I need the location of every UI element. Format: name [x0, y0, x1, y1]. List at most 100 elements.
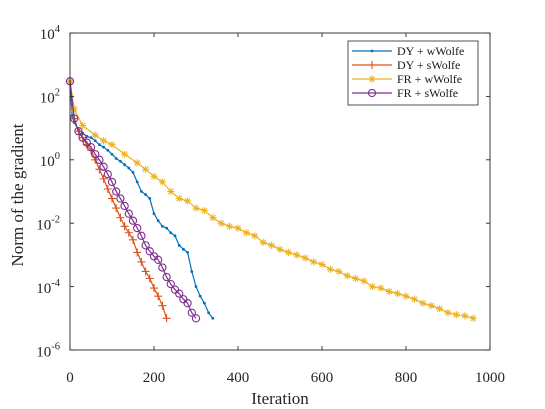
data-point [99, 174, 108, 183]
y-tick-labels: 104 102 100 10-2 10-4 10-6 [36, 24, 61, 361]
data-point [112, 187, 121, 196]
data-point [145, 247, 154, 256]
data-point [436, 305, 444, 313]
data-point [116, 194, 125, 203]
data-point [114, 157, 118, 160]
data-point [166, 279, 175, 289]
data-point [175, 194, 183, 203]
x-tick-labels: 0 200 400 600 800 1000 [66, 370, 505, 386]
data-point [91, 155, 100, 164]
data-point [165, 226, 169, 230]
data-point [394, 290, 402, 298]
plot-frame [69, 32, 491, 351]
data-point [187, 308, 196, 317]
data-point [133, 223, 142, 233]
data-point [108, 141, 116, 149]
data-point [120, 222, 129, 231]
x-tick-label: 1000 [475, 370, 505, 386]
data-point [173, 234, 177, 238]
data-point [89, 136, 93, 140]
x-tick-label: 400 [227, 370, 250, 386]
data-point [167, 187, 175, 196]
y-tick-label: 10-6 [36, 342, 60, 361]
y-tick-label: 102 [40, 88, 60, 107]
series-line [69, 81, 197, 319]
data-point [99, 162, 108, 171]
data-point [217, 219, 225, 227]
legend-marker [370, 49, 374, 53]
data-point [127, 166, 131, 170]
data-point [108, 194, 116, 203]
data-point [368, 283, 376, 291]
data-point [91, 150, 100, 159]
data-point [200, 206, 208, 215]
y-axis-label: Norm of the gradient [8, 123, 27, 266]
legend-marker [368, 75, 376, 83]
data-point [123, 163, 126, 167]
data-point [461, 312, 469, 320]
data-point [318, 260, 326, 269]
x-tick-label: 200 [143, 370, 166, 386]
data-point [310, 258, 318, 266]
data-point [86, 143, 96, 152]
data-point [183, 299, 192, 308]
series-2 [66, 77, 171, 323]
data-point [209, 214, 217, 222]
data-point [154, 255, 163, 264]
data-point [150, 284, 158, 293]
legend-label: FR + wWolfe [397, 72, 462, 86]
data-point [116, 213, 125, 222]
data-point [234, 224, 242, 232]
y-tick-label: 104 [40, 24, 61, 43]
data-point [158, 178, 166, 186]
data-point [184, 197, 192, 205]
data-point [211, 316, 215, 320]
data-point [112, 204, 121, 213]
data-point [124, 209, 133, 218]
data-point [141, 267, 150, 276]
data-point [352, 274, 360, 283]
series-line [69, 81, 474, 319]
data-point [137, 257, 146, 266]
data-point [276, 245, 284, 253]
data-point [182, 247, 185, 251]
data-point [78, 133, 87, 142]
data-point [385, 287, 393, 296]
data-point [70, 114, 79, 123]
x-tick-label: 800 [395, 370, 418, 386]
data-point [95, 155, 104, 164]
series-4 [65, 77, 201, 323]
data-point [268, 241, 276, 249]
series-3 [66, 77, 477, 322]
data-point [70, 105, 78, 113]
legend-label: DY + wWolfe [397, 44, 464, 58]
data-point [207, 311, 211, 315]
data-point [103, 170, 112, 179]
data-point [129, 235, 137, 244]
data-point [110, 152, 114, 156]
data-point [124, 228, 133, 237]
data-point [135, 180, 139, 184]
x-tick-label: 0 [66, 370, 74, 386]
x-axis-label: Iteration [251, 389, 309, 408]
data-point [154, 292, 163, 301]
legend-box [347, 40, 479, 106]
data-point [137, 231, 146, 240]
data-point [131, 171, 135, 174]
axis-ticks [69, 32, 491, 351]
legend-marker [367, 88, 377, 98]
data-point [82, 138, 91, 147]
data-point [192, 204, 200, 212]
data-point [103, 184, 112, 193]
data-point [121, 150, 129, 158]
data-point [74, 127, 83, 136]
data-point [128, 216, 138, 225]
data-point [259, 238, 267, 246]
data-point [140, 190, 143, 193]
data-point [162, 314, 171, 323]
data-point [141, 241, 150, 250]
data-point [161, 224, 164, 228]
data-point [145, 274, 154, 283]
data-point [198, 294, 202, 298]
data-point [142, 165, 150, 173]
